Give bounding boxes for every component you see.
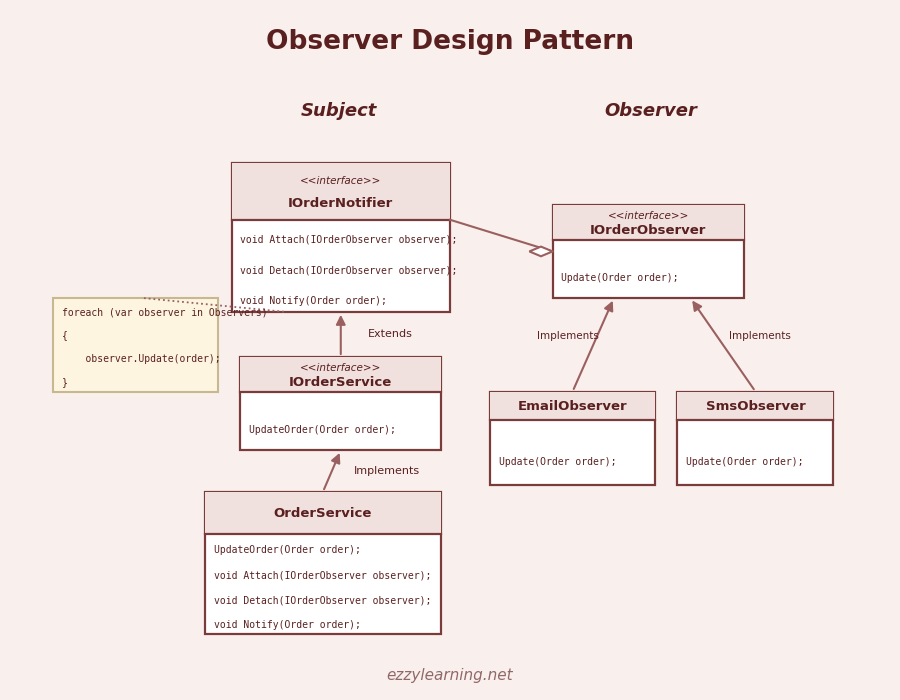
Text: void Notify(Order order);: void Notify(Order order); [213, 620, 361, 630]
Text: {: { [62, 330, 68, 340]
Text: Implements: Implements [537, 331, 599, 342]
FancyBboxPatch shape [553, 204, 744, 298]
Text: UpdateOrder(Order order);: UpdateOrder(Order order); [213, 545, 361, 556]
FancyBboxPatch shape [240, 357, 441, 393]
FancyBboxPatch shape [491, 391, 655, 419]
FancyBboxPatch shape [678, 391, 833, 485]
Text: Implements: Implements [729, 331, 791, 342]
Text: Implements: Implements [354, 466, 420, 476]
Text: }: } [62, 377, 68, 387]
FancyBboxPatch shape [240, 357, 441, 450]
Text: void Detach(IOrderObserver observer);: void Detach(IOrderObserver observer); [240, 265, 458, 276]
FancyBboxPatch shape [553, 204, 744, 240]
FancyBboxPatch shape [231, 163, 450, 312]
Text: void Attach(IOrderObserver observer);: void Attach(IOrderObserver observer); [213, 570, 431, 580]
Text: UpdateOrder(Order order);: UpdateOrder(Order order); [249, 425, 396, 435]
FancyBboxPatch shape [205, 492, 441, 634]
Text: Subject: Subject [301, 102, 377, 120]
FancyBboxPatch shape [205, 492, 441, 534]
Text: Update(Order order);: Update(Order order); [499, 457, 616, 467]
Text: OrderService: OrderService [274, 508, 372, 520]
Text: IOrderNotifier: IOrderNotifier [288, 197, 393, 211]
Text: SmsObserver: SmsObserver [706, 400, 806, 412]
Polygon shape [529, 246, 553, 256]
Text: foreach (var observer in Observers): foreach (var observer in Observers) [62, 307, 268, 317]
FancyBboxPatch shape [491, 391, 655, 485]
Text: IOrderService: IOrderService [289, 376, 392, 389]
Text: Observer: Observer [604, 102, 698, 120]
Text: void Detach(IOrderObserver observer);: void Detach(IOrderObserver observer); [213, 595, 431, 605]
Text: void Notify(Order order);: void Notify(Order order); [240, 296, 387, 306]
Text: Observer Design Pattern: Observer Design Pattern [266, 29, 634, 55]
Text: EmailObserver: EmailObserver [518, 400, 627, 412]
Text: IOrderObserver: IOrderObserver [590, 224, 706, 237]
FancyBboxPatch shape [53, 298, 218, 391]
Text: Update(Order order);: Update(Order order); [562, 273, 679, 283]
Text: observer.Update(order);: observer.Update(order); [62, 354, 220, 364]
FancyBboxPatch shape [231, 163, 450, 220]
Text: <<interface>>: <<interface>> [608, 211, 689, 221]
Text: <<interface>>: <<interface>> [300, 363, 382, 373]
Text: ezzylearning.net: ezzylearning.net [387, 668, 513, 682]
Text: void Attach(IOrderObserver observer);: void Attach(IOrderObserver observer); [240, 234, 458, 245]
FancyBboxPatch shape [678, 391, 833, 419]
Text: <<interface>>: <<interface>> [300, 176, 382, 186]
Text: Extends: Extends [367, 330, 412, 340]
Text: Update(Order order);: Update(Order order); [687, 457, 804, 467]
